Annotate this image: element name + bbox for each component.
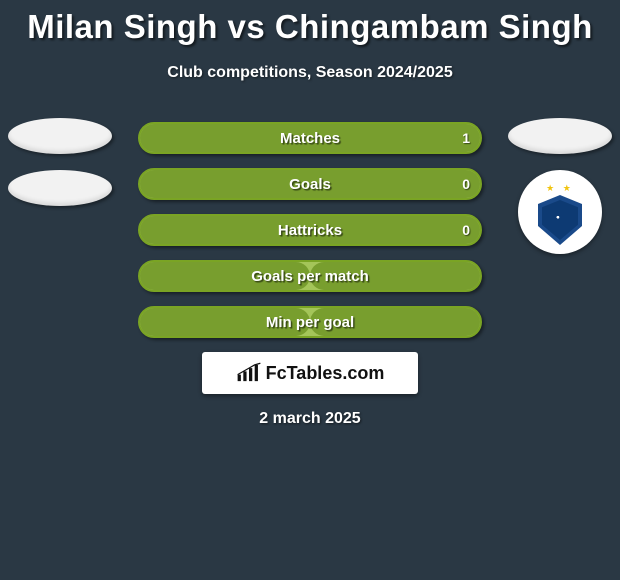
- right-player-column: ★ ★: [500, 118, 620, 254]
- comparison-subtitle: Club competitions, Season 2024/2025: [0, 64, 620, 82]
- stat-bar: Hattricks 0: [138, 214, 482, 246]
- left-player-photo-placeholder: [8, 118, 112, 154]
- stat-value-right: 0: [462, 222, 470, 238]
- stat-label: Goals: [289, 176, 331, 193]
- brand-text: FcTables.com: [266, 363, 385, 384]
- left-player-club-placeholder: [8, 170, 112, 206]
- stat-bar: Matches 1: [138, 122, 482, 154]
- stat-bar: Goals 0: [138, 168, 482, 200]
- brand-badge: FcTables.com: [202, 352, 418, 394]
- club-stars-icon: ★ ★: [546, 183, 574, 194]
- stat-label: Hattricks: [278, 222, 342, 239]
- chart-icon: [236, 362, 262, 384]
- stat-label: Min per goal: [266, 314, 354, 331]
- comparison-title: Milan Singh vs Chingambam Singh: [0, 0, 620, 46]
- stat-label: Goals per match: [251, 268, 369, 285]
- snapshot-date: 2 march 2025: [0, 410, 620, 428]
- left-player-column: [0, 118, 120, 206]
- right-player-photo-placeholder: [508, 118, 612, 154]
- club-shield-icon: [538, 195, 582, 245]
- stat-bar-list: Matches 1 Goals 0 Hattricks 0 Goals per …: [138, 122, 482, 338]
- stat-bar: Goals per match: [138, 260, 482, 292]
- stat-bar: Min per goal: [138, 306, 482, 338]
- stat-label: Matches: [280, 130, 340, 147]
- stat-value-right: 1: [462, 130, 470, 146]
- stat-value-right: 0: [462, 176, 470, 192]
- right-player-club-logo: ★ ★: [518, 170, 602, 254]
